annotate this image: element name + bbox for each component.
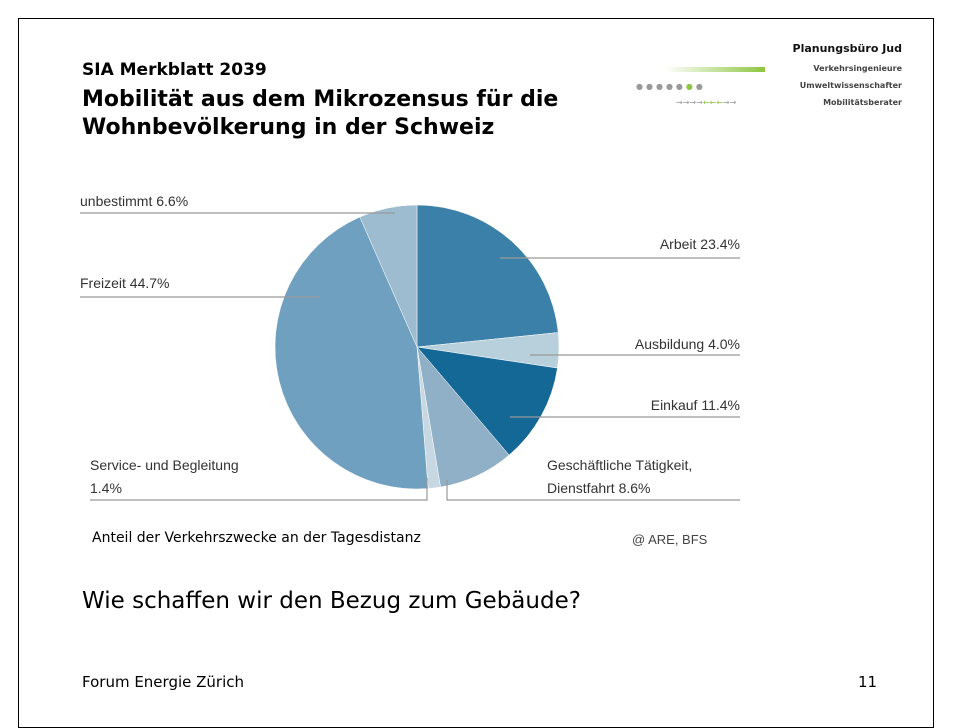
leader-line [446,480,740,501]
question: Wie schaffen wir den Bezug zum Gebäude? [82,588,581,614]
slice-label: Freizeit 44.7% [80,272,380,295]
subtitle: SIA Merkblatt 2039 [82,60,267,80]
leader-line [90,478,428,501]
slice-label: Geschäftliche Tätigkeit, Dienstfahrt 8.6… [547,454,747,500]
category-name: Service- und Begleitung [90,457,239,473]
logo-line: Mobilitätsberater [823,98,902,107]
logo-bar [665,67,765,72]
pie-slice [274,216,429,490]
value-label: 8.6% [618,480,651,496]
logo-line: Umweltwissenschafter [799,81,902,90]
slice-label: Einkauf 11.4% [440,394,740,417]
footer-text: Forum Energie Zürich [82,673,244,691]
value-label: 4.0% [708,336,740,352]
slice-label: Arbeit 23.4% [440,233,740,256]
value-label: 1.4% [90,480,122,496]
category-name: Arbeit [659,236,697,252]
pie-slice [416,204,559,348]
slice-label: unbestimmt 6.6% [80,190,380,213]
category-name: Ausbildung [634,336,705,352]
slice-label: Service- und Begleitung 1.4% [90,454,250,500]
value-label: 44.7% [129,275,170,291]
value-label: 6.6% [156,193,189,209]
logo-name: Planungsbüro Jud [792,42,902,55]
category-name: Freizeit [80,275,126,291]
slice-label: Ausbildung 4.0% [440,333,740,356]
title: Mobilität aus dem Mikrozensus für die Wo… [82,87,559,140]
category-name: Einkauf [650,397,698,413]
category-name: Geschäftliche Tätigkeit, Dienstfahrt [547,457,693,496]
logo-line: Verkehrsingenieure [813,64,902,73]
value-label: 23.4% [700,236,740,252]
value-label: 11.4% [701,397,740,413]
logo-arrows: →→→→←←←→→ [676,98,737,107]
category-name: unbestimmt [80,193,153,209]
caption: Anteil der Verkehrszwecke an der Tagesdi… [92,530,421,546]
pie-slice [359,204,418,348]
pie-slice [416,346,558,456]
source: @ ARE, BFS [632,532,708,547]
page-number: 11 [858,673,878,691]
logo-dots: ●●●●●●● [636,82,706,91]
